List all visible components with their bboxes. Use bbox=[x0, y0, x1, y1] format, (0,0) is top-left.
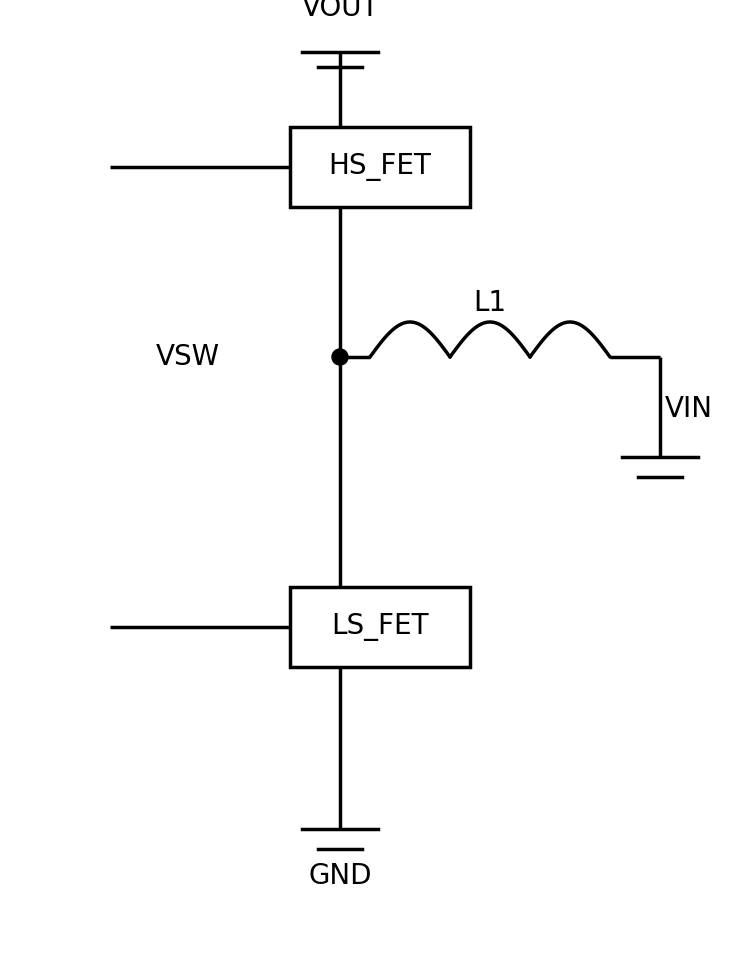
Text: VSW: VSW bbox=[156, 343, 220, 371]
FancyBboxPatch shape bbox=[290, 127, 470, 207]
Text: VIN: VIN bbox=[665, 395, 713, 423]
Text: VOUT: VOUT bbox=[301, 0, 379, 22]
Text: LS_FET: LS_FET bbox=[331, 613, 429, 641]
Circle shape bbox=[332, 349, 348, 365]
Text: L1: L1 bbox=[473, 289, 507, 317]
Text: HS_FET: HS_FET bbox=[328, 153, 431, 181]
FancyBboxPatch shape bbox=[290, 587, 470, 667]
Text: GND: GND bbox=[308, 862, 371, 890]
